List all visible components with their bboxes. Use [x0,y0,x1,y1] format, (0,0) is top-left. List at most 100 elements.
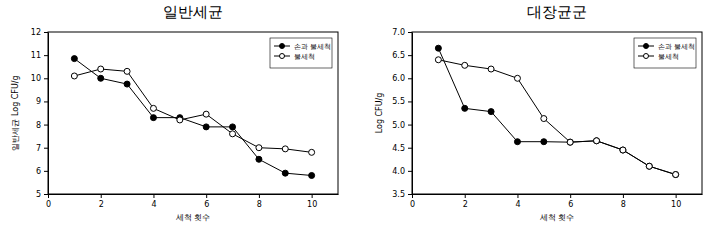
y-tick-mark [44,55,48,56]
x-axis-line [413,194,703,195]
series-marker [71,73,77,79]
series-marker [230,131,236,137]
y-tick-mark [44,125,48,126]
y-tick: 8 [36,121,48,130]
chart-title: 대장균군 [527,3,587,21]
y-tick: 5 [36,190,48,199]
legend-label: 물세척 [294,53,315,61]
series-marker [462,105,468,111]
y-tick: 7.0 [392,28,412,37]
x-tick: 2 [463,194,468,209]
y-tick-mark [408,148,412,149]
series-marker [256,156,262,162]
legend-label: 물세척 [658,53,679,61]
series-marker [594,138,600,144]
x-tick-mark [206,194,207,198]
y-tick: 7 [36,144,48,153]
y-tick-mark [44,148,48,149]
series-marker [309,149,315,155]
series-marker [309,172,315,178]
y-tick-label: 5 [36,190,41,199]
x-tick-label: 4 [515,200,520,209]
y-tick-label: 6.5 [392,51,405,60]
y-tick-label: 7.0 [392,28,405,37]
y-axis: 3.5 4.0 4.5 5.0 5.5 6.0 6.5 7.0 [392,28,412,199]
x-axis: 0246810 [410,194,703,209]
series-marker [71,56,77,62]
y-tick-mark [44,194,48,195]
x-axis: 0246810 [46,194,339,209]
y-tick-mark [408,78,412,79]
legend-box [634,38,696,68]
series-marker [488,66,494,72]
x-tick-label: 10 [671,200,681,209]
chart-title: 일반세균 [163,3,223,21]
y-tick-label: 6.0 [392,74,405,83]
chart-panel: 024681056789101112세척 횟수일반세균 Log CFU/g손과 … [11,28,339,222]
series-marker [541,116,547,122]
x-tick: 4 [151,194,156,209]
series-marker [514,75,520,81]
series-marker [124,81,130,87]
series-line [74,69,311,152]
y-tick: 4.0 [392,167,412,176]
series-marker [256,145,262,151]
figure: 024681056789101112세척 횟수일반세균 Log CFU/g손과 … [0,0,728,226]
y-tick: 4.5 [392,144,412,153]
x-tick-label: 2 [99,200,104,209]
y-tick-mark [408,125,412,126]
legend-marker [280,54,285,59]
x-tick-mark [412,194,413,198]
x-tick: 8 [257,194,262,209]
x-tick: 10 [671,194,681,209]
x-tick: 2 [99,194,104,209]
x-tick: 6 [568,194,573,209]
y-tick-mark [44,101,48,102]
series-marker [673,172,679,178]
legend: 손과 물세척물세척 [270,38,332,68]
x-tick-mark [259,194,260,198]
series-marker [567,139,573,145]
y-tick-mark [408,171,412,172]
y-tick: 6.5 [392,51,412,60]
series-marker [150,115,156,121]
y-tick: 6 [36,167,48,176]
legend-marker [644,44,649,49]
legend-marker [644,54,649,59]
legend-label: 손과 물세척 [658,43,695,51]
y-tick-label: 11 [31,51,41,60]
y-tick-label: 5.5 [392,97,405,106]
y-axis: 5 6 7 8 9 10 11 12 [31,28,49,199]
y-tick-mark [44,32,48,33]
x-tick: 10 [307,194,317,209]
series-marker [203,124,209,130]
y-tick-label: 7 [36,144,41,153]
legend-label: 손과 물세척 [294,43,331,51]
x-tick-label: 8 [621,200,626,209]
y-tick-mark [44,171,48,172]
y-tick: 10 [31,74,48,83]
x-tick-mark [153,194,154,198]
x-tick-label: 6 [204,200,209,209]
series-marker [124,68,130,74]
series-marker [620,147,626,153]
y-tick-label: 9 [36,97,41,106]
series-marker [203,111,209,117]
series-marker [620,147,626,153]
y-tick-label: 3.5 [392,190,405,199]
y-tick-label: 10 [31,74,41,83]
series-marker [673,172,679,178]
series-marker [98,66,104,72]
series-marker [646,163,652,169]
x-tick-label: 2 [463,200,468,209]
x-axis-title: 세척 횟수 [176,213,211,222]
y-tick: 12 [31,28,48,37]
y-tick-label: 12 [31,28,41,37]
y-tick: 5.0 [392,121,412,130]
series-marker [435,45,441,51]
series-marker [282,170,288,176]
x-tick-mark [623,194,624,198]
y-tick-label: 8 [36,121,41,130]
x-tick-label: 10 [307,200,317,209]
x-axis-title: 세척 횟수 [540,213,575,222]
